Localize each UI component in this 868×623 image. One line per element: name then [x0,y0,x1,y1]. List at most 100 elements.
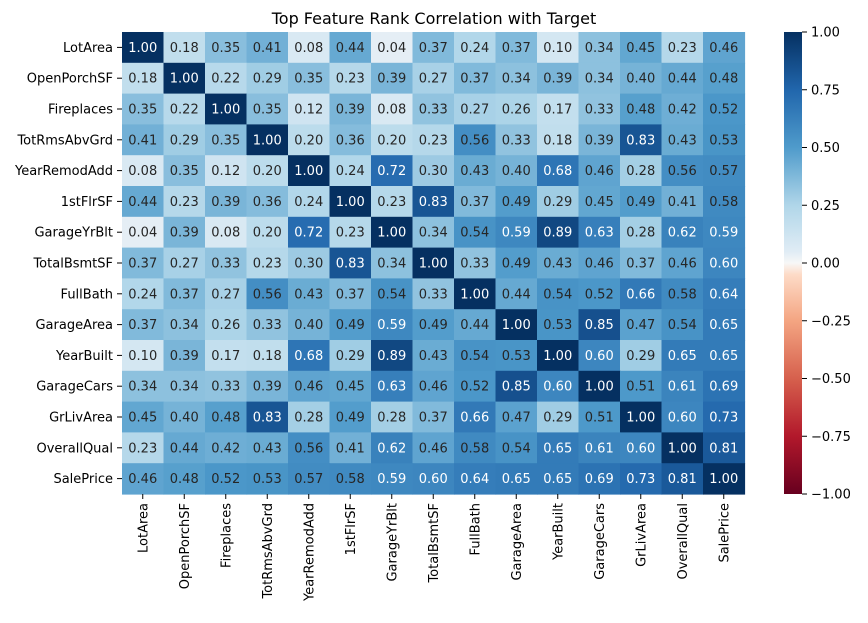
y-tick-label: OverallQual [36,441,113,456]
heatmap-cell [578,370,621,403]
cell-value-label: 0.33 [211,380,240,395]
y-tick-label: FullBath [61,287,113,302]
cell-value-label: 0.41 [668,195,697,210]
heatmap-cell [537,278,580,310]
heatmap-cell [703,309,746,341]
cell-value-label: 0.56 [668,164,697,179]
heatmap-value-labels: 1.00 0.18 0.35 0.41 0.08 0.44 0.04 0.37 0.24 0.37… [128,41,738,487]
cell-value-label: 0.08 [377,103,406,118]
cell-value-label: 0.23 [419,133,448,148]
heatmap-cell [578,309,621,341]
cell-value-label: 0.34 [377,257,406,272]
cell-value-label: 0.12 [294,103,323,118]
cell-value-label: 0.48 [211,411,240,426]
x-tick-label: GrLivArea [634,503,649,567]
heatmap-cell [246,340,289,372]
heatmap-cell [495,155,538,187]
cell-value-label: 0.28 [294,411,323,426]
cell-value-label: 0.24 [128,287,157,302]
cell-value-label: 0.41 [253,41,282,56]
heatmap-cell [661,93,704,125]
heatmap-cell [661,432,704,464]
cell-value-label: 0.59 [377,472,406,487]
heatmap-cell [246,370,289,403]
heatmap-cell [495,216,538,249]
cell-value-label: 0.26 [502,103,531,118]
cell-value-label: 0.22 [170,103,199,118]
cell-value-label: 0.35 [294,72,323,87]
heatmap-cell [329,216,372,249]
cell-value-label: 1.00 [460,287,489,302]
cell-value-label: 0.30 [294,257,323,272]
cell-value-label: 0.72 [294,226,323,241]
cell-value-label: 0.89 [543,226,572,241]
heatmap-cell [495,93,538,125]
cell-value-label: 0.44 [170,441,199,456]
heatmap-cell [163,432,206,464]
cell-value-label: 0.69 [585,472,614,487]
cell-value-label: 0.28 [626,226,655,241]
cell-value-label: 1.00 [502,318,531,333]
heatmap-cell [329,278,372,310]
heatmap-cell [454,432,497,464]
heatmap-cell [205,155,248,187]
cell-value-label: 0.37 [336,287,365,302]
cell-value-label: 0.49 [336,318,365,333]
heatmap-cell [661,340,704,372]
cell-value-label: 0.08 [128,164,157,179]
heatmap-cell [329,155,372,187]
heatmap-cell [412,463,455,495]
cell-value-label: 0.39 [211,195,240,210]
cell-value-label: 0.23 [336,72,365,87]
heatmap-cell [578,463,621,495]
heatmap-cell [661,155,704,187]
cell-value-label: 0.34 [170,380,199,395]
heatmap-cell [122,32,165,64]
cell-value-label: 0.48 [170,472,199,487]
cell-value-label: 0.53 [709,133,738,148]
cell-value-label: 0.81 [668,472,697,487]
cell-value-label: 0.47 [626,318,655,333]
colorbar-tick-label: 0.75 [811,83,840,98]
cell-value-label: 0.51 [585,411,614,426]
heatmap-cell [371,124,414,156]
heatmap-cell [412,309,455,341]
cell-value-label: 0.23 [336,226,365,241]
x-tick-label: YearBuilt [551,503,566,561]
cell-value-label: 0.58 [336,472,365,487]
cell-value-label: 0.41 [128,133,157,148]
heatmap-cell [495,370,538,403]
cell-value-label: 0.65 [543,472,572,487]
heatmap-cell [122,186,165,218]
cell-value-label: 0.39 [543,72,572,87]
heatmap-cell [288,278,331,310]
heatmap-cell [371,93,414,125]
cell-value-label: 0.37 [419,41,448,56]
cell-value-label: 1.00 [170,72,199,87]
heatmap-cell [454,62,497,95]
x-tick-label: GarageArea [510,503,525,581]
heatmap-cell [205,278,248,310]
cell-value-label: 0.33 [460,257,489,272]
cell-value-label: 0.44 [128,195,157,210]
heatmap-cell [454,401,497,433]
heatmap-cell [703,370,746,403]
cell-value-label: 0.57 [709,164,738,179]
x-tick-label: SalePrice [717,503,732,563]
cell-value-label: 0.04 [128,226,157,241]
cell-value-label: 0.10 [543,41,572,56]
heatmap-cell [205,124,248,156]
cell-value-label: 0.52 [585,287,614,302]
cell-value-label: 0.46 [585,257,614,272]
heatmap-cell [412,155,455,187]
heatmap-cell [495,62,538,95]
cell-value-label: 0.49 [419,318,448,333]
heatmap-cell [495,463,538,495]
cell-value-label: 0.29 [253,72,282,87]
heatmap-cell [703,432,746,464]
heatmap-cell [288,124,331,156]
cell-value-label: 0.60 [419,472,448,487]
cell-value-label: 0.60 [709,257,738,272]
cell-value-label: 0.24 [336,164,365,179]
